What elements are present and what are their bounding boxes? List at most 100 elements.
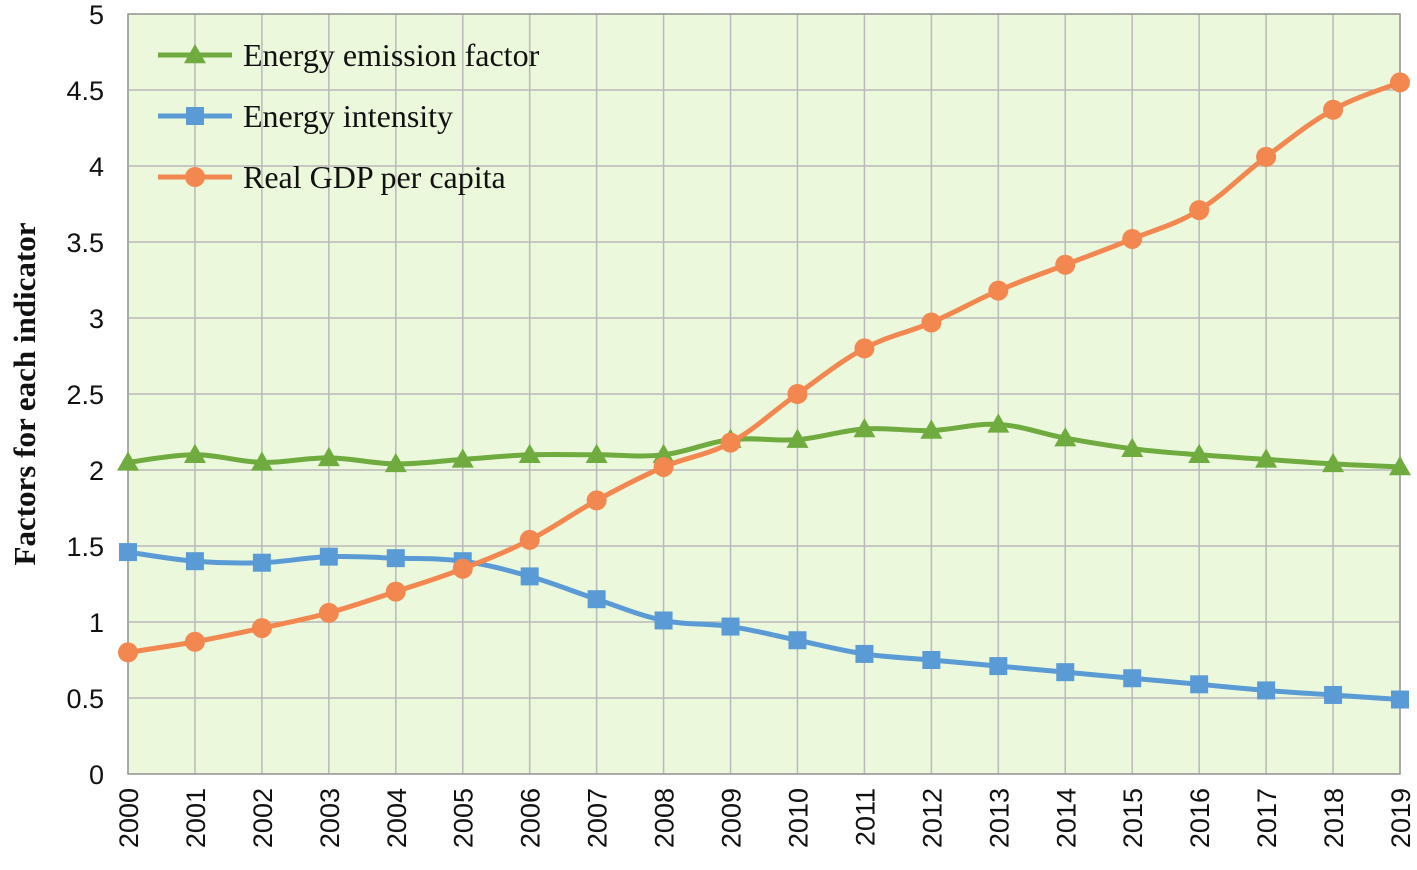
data-point (251, 618, 272, 639)
y-tick-label: 4 (89, 152, 104, 182)
x-tick-label: 2003 (315, 788, 345, 848)
data-point (720, 432, 741, 453)
data-point (988, 280, 1009, 301)
data-point (119, 543, 137, 562)
data-point (317, 446, 340, 467)
y-tick-label: 2.5 (66, 380, 104, 410)
data-point (921, 312, 942, 333)
data-point (787, 384, 808, 404)
data-point (586, 490, 607, 511)
x-tick-label: 2016 (1185, 788, 1215, 848)
legend-item: Energy intensity (158, 98, 453, 134)
data-point (1121, 437, 1144, 457)
data-point (184, 631, 205, 652)
data-point (452, 558, 473, 579)
y-tick-label: 3 (89, 304, 104, 334)
data-point (987, 413, 1010, 433)
legend-item: Energy emission factor (158, 37, 540, 73)
data-point (721, 617, 740, 636)
data-point (451, 448, 474, 468)
x-tick-label: 2008 (650, 788, 680, 848)
data-point (1122, 228, 1143, 249)
data-point (1257, 681, 1276, 700)
series-line (127, 421, 1401, 470)
x-tick-label: 2005 (449, 788, 479, 848)
data-point (653, 456, 674, 477)
x-tick-label: 2015 (1118, 788, 1148, 848)
data-point (855, 644, 874, 663)
data-point (786, 428, 809, 448)
data-point (854, 338, 875, 359)
data-point (922, 651, 941, 669)
data-point (1190, 675, 1209, 694)
legend-marker (185, 167, 205, 187)
x-tick-label: 2009 (717, 788, 747, 848)
x-tick-label: 2017 (1252, 788, 1282, 848)
data-point (1391, 690, 1409, 709)
x-tick-label: 2002 (248, 788, 278, 848)
data-point (1390, 72, 1410, 93)
data-point (1389, 455, 1411, 476)
series-energy-intensity (119, 543, 1409, 709)
legend-label: Energy emission factor (243, 37, 540, 73)
series-real-gdp-per-capita (118, 72, 1410, 663)
y-axis-ticks: 0 0.5 1 1.5 2 2.5 3 3.5 4 4.5 5 (66, 0, 104, 790)
legend: Energy emission factor Energy intensity Re… (158, 37, 540, 195)
data-point (989, 657, 1008, 676)
data-point (384, 452, 407, 473)
x-tick-label: 2019 (1386, 788, 1416, 848)
y-tick-label: 4.5 (66, 76, 104, 106)
y-axis-label: Factors for each indicator (7, 222, 42, 565)
data-point (1054, 427, 1077, 447)
x-tick-label: 2011 (850, 788, 880, 846)
data-point (185, 552, 204, 571)
data-point (318, 602, 339, 623)
legend-marker (184, 44, 206, 64)
data-point (853, 417, 876, 438)
x-tick-label: 2001 (181, 788, 211, 848)
data-point (1322, 452, 1345, 473)
x-tick-label: 2007 (583, 788, 613, 848)
y-tick-label: 5 (89, 0, 104, 30)
data-point (654, 611, 673, 630)
y-tick-label: 3.5 (66, 228, 104, 258)
legend-label: Real GDP per capita (243, 159, 506, 195)
data-point (1055, 254, 1076, 275)
y-tick-label: 1 (89, 608, 104, 638)
legend-item: Real GDP per capita (158, 159, 506, 195)
x-tick-label: 2018 (1319, 788, 1349, 848)
data-point (1056, 663, 1075, 682)
x-tick-label: 2012 (917, 788, 947, 848)
data-point (1188, 443, 1211, 464)
plot-frame (127, 13, 1401, 775)
data-point (117, 451, 139, 471)
series-layer (117, 72, 1411, 709)
data-point (585, 443, 608, 464)
data-point (118, 642, 138, 663)
data-point (386, 549, 405, 568)
y-tick-label: 0 (89, 760, 104, 790)
y-tick-label: 2 (89, 456, 104, 486)
data-point (385, 581, 406, 602)
data-point (518, 443, 541, 464)
x-tick-label: 2014 (1051, 788, 1081, 848)
data-point (652, 443, 675, 464)
data-point (1255, 448, 1278, 468)
data-point (250, 451, 273, 471)
data-point (1324, 685, 1343, 704)
y-tick-label: 1.5 (66, 532, 104, 562)
data-point (520, 567, 539, 586)
data-point (319, 547, 338, 566)
legend-marker (186, 107, 204, 125)
data-point (519, 529, 540, 550)
y-tick-label: 0.5 (66, 684, 104, 714)
x-tick-label: 2004 (382, 788, 412, 848)
x-tick-label: 2000 (114, 788, 144, 848)
data-point (1189, 200, 1210, 221)
data-point (1323, 99, 1344, 120)
data-point (1123, 669, 1142, 688)
data-point (183, 443, 206, 464)
data-point (252, 553, 271, 572)
x-tick-label: 2006 (516, 788, 546, 848)
